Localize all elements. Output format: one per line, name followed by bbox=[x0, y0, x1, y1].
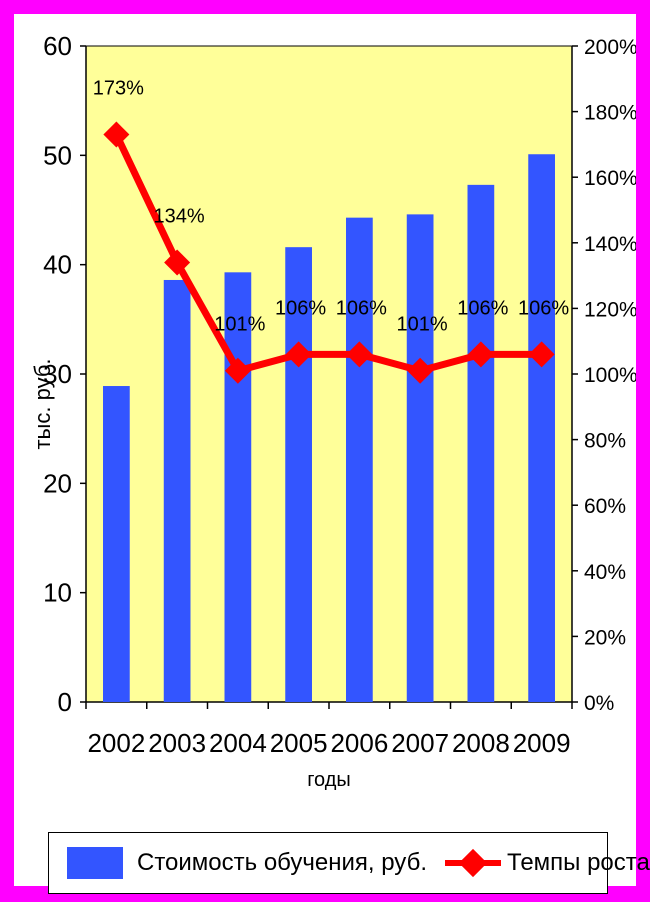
bar-2006 bbox=[346, 217, 373, 703]
growth-marker-2002 bbox=[103, 121, 130, 148]
bar-2004 bbox=[224, 272, 252, 702]
legend: Стоимость обучения, руб. Темпы роста bbox=[48, 832, 650, 894]
growth-marker-2004 bbox=[224, 357, 251, 384]
right-tick-label: 60% bbox=[584, 495, 626, 518]
right-tick-label: 160% bbox=[584, 167, 636, 190]
bar-2009 bbox=[528, 154, 555, 703]
x-axis-title: годы bbox=[307, 769, 351, 791]
x-tick-label: 2008 bbox=[452, 728, 510, 758]
left-tick-label: 10 bbox=[43, 578, 72, 608]
growth-marker-2006 bbox=[346, 341, 373, 368]
x-tick-label: 2004 bbox=[209, 728, 267, 758]
chart-frame: 0 10 20 30 40 50 60 0% 20% 40% 60% 80% 100% 120% 140% 1… bbox=[14, 14, 650, 894]
right-tick-label: 140% bbox=[584, 233, 636, 256]
x-tick-label: 2009 bbox=[513, 728, 571, 758]
growth-marker-2009 bbox=[528, 341, 555, 368]
growth-data-label: 106% bbox=[275, 297, 326, 319]
right-tick-label: 200% bbox=[584, 36, 636, 59]
right-tick-label: 20% bbox=[584, 626, 626, 649]
right-tick-label: 180% bbox=[584, 102, 636, 125]
left-tick-label: 40 bbox=[43, 250, 72, 280]
legend-label-growth: Темпы роста bbox=[507, 849, 650, 876]
growth-marker-2008 bbox=[467, 341, 494, 368]
right-tick-label: 80% bbox=[584, 430, 626, 453]
legend-item-growth: Темпы роста bbox=[427, 847, 650, 879]
growth-marker-2007 bbox=[407, 357, 434, 384]
growth-data-label: 106% bbox=[457, 297, 508, 319]
bar-2003 bbox=[163, 279, 191, 702]
right-tick-label: 100% bbox=[584, 364, 636, 387]
x-tick-label: 2002 bbox=[87, 728, 145, 758]
growth-data-label: 101% bbox=[214, 314, 265, 336]
bar-2005 bbox=[285, 247, 312, 702]
growth-data-label: 173% bbox=[93, 78, 144, 100]
y-axis-title: тыс. руб. bbox=[30, 358, 55, 449]
growth-data-label: 106% bbox=[518, 297, 569, 319]
combo-chart: 0 10 20 30 40 50 60 0% 20% 40% 60% 80% 100% 120% 140% 1… bbox=[30, 31, 636, 791]
growth-marker-2003 bbox=[164, 249, 191, 276]
growth-data-label: 106% bbox=[336, 297, 387, 319]
bar-2002 bbox=[103, 386, 130, 702]
left-tick-label: 20 bbox=[43, 468, 72, 498]
right-tick-label: 0% bbox=[584, 692, 614, 715]
right-tick-label: 40% bbox=[584, 561, 626, 584]
left-tick-label: 60 bbox=[43, 31, 72, 61]
bar-2007 bbox=[406, 214, 434, 702]
x-tick-label: 2005 bbox=[270, 728, 328, 758]
left-tick-label: 30 bbox=[43, 359, 72, 389]
right-tick-label: 120% bbox=[584, 298, 636, 321]
plot-area bbox=[85, 45, 573, 703]
x-tick-label: 2006 bbox=[330, 728, 388, 758]
x-tick-label: 2007 bbox=[391, 728, 449, 758]
legend-swatch-line bbox=[445, 847, 501, 879]
x-tick-label: 2003 bbox=[148, 728, 206, 758]
legend-label-cost: Стоимость обучения, руб. bbox=[137, 849, 427, 876]
growth-marker-2005 bbox=[285, 341, 312, 368]
growth-data-label: 134% bbox=[154, 205, 205, 227]
bar-2008 bbox=[467, 184, 495, 702]
left-tick-label: 0 bbox=[58, 687, 72, 717]
growth-data-label: 101% bbox=[397, 314, 448, 336]
legend-item-cost: Стоимость обучения, руб. bbox=[49, 847, 427, 879]
left-tick-label: 50 bbox=[43, 140, 72, 170]
legend-swatch-bar bbox=[67, 847, 123, 879]
